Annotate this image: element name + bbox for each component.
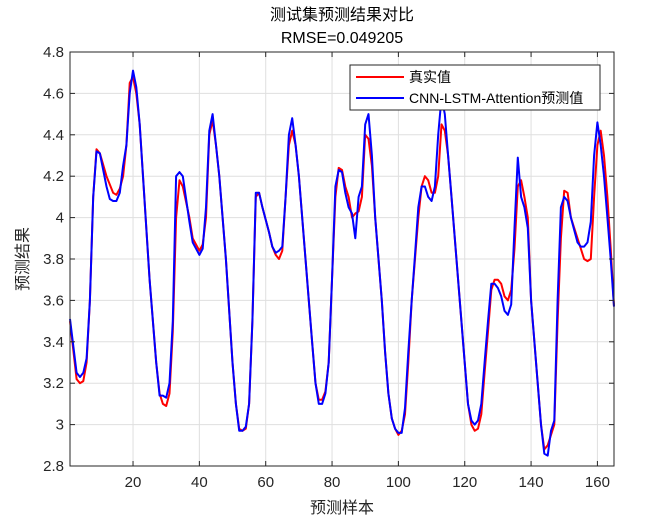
- series-lines: [69, 69, 615, 457]
- y-tick-label: 3.8: [43, 251, 64, 268]
- legend-label-predicted: CNN-LSTM-Attention预测值: [409, 90, 583, 106]
- y-tick-label: 4.2: [43, 168, 64, 185]
- x-tick-label: 80: [324, 474, 341, 491]
- y-tick-label: 4.6: [43, 85, 64, 102]
- legend: 真实值 CNN-LSTM-Attention预测值: [349, 64, 601, 111]
- x-tick-label: 160: [585, 474, 610, 491]
- y-axis-label: 预测结果: [14, 227, 32, 291]
- x-tick-label: 40: [191, 474, 208, 491]
- x-tick-label: 20: [125, 474, 142, 491]
- x-tick-label: 60: [257, 474, 274, 491]
- y-tick-label: 4.4: [43, 127, 64, 144]
- y-tick-label: 2.8: [43, 458, 64, 475]
- y-tick-label: 4: [56, 210, 64, 227]
- x-axis-label: 预测样本: [310, 499, 374, 517]
- y-tick-label: 3.6: [43, 292, 64, 309]
- actual-series-line: [69, 75, 615, 451]
- y-tick-label: 3.4: [43, 334, 64, 351]
- predicted-series-line: [69, 69, 615, 457]
- legend-box: [349, 64, 601, 111]
- x-tick-label: 100: [386, 474, 411, 491]
- grid-lines: [70, 51, 614, 467]
- axis-ticks: 2.8 3 3.2 3.4 3.6 3.8 4 4.2 4.4 4.6 4.8 20 40 60 80 100…: [43, 44, 614, 491]
- y-tick-label: 4.8: [43, 44, 64, 61]
- chart-title: 测试集预测结果对比: [270, 6, 414, 24]
- y-tick-label: 3.2: [43, 375, 64, 392]
- y-tick-label: 3: [56, 417, 64, 434]
- x-tick-label: 140: [519, 474, 544, 491]
- chart-subtitle: RMSE=0.049205: [281, 30, 403, 47]
- x-tick-label: 120: [452, 474, 477, 491]
- legend-label-actual: 真实值: [409, 69, 451, 85]
